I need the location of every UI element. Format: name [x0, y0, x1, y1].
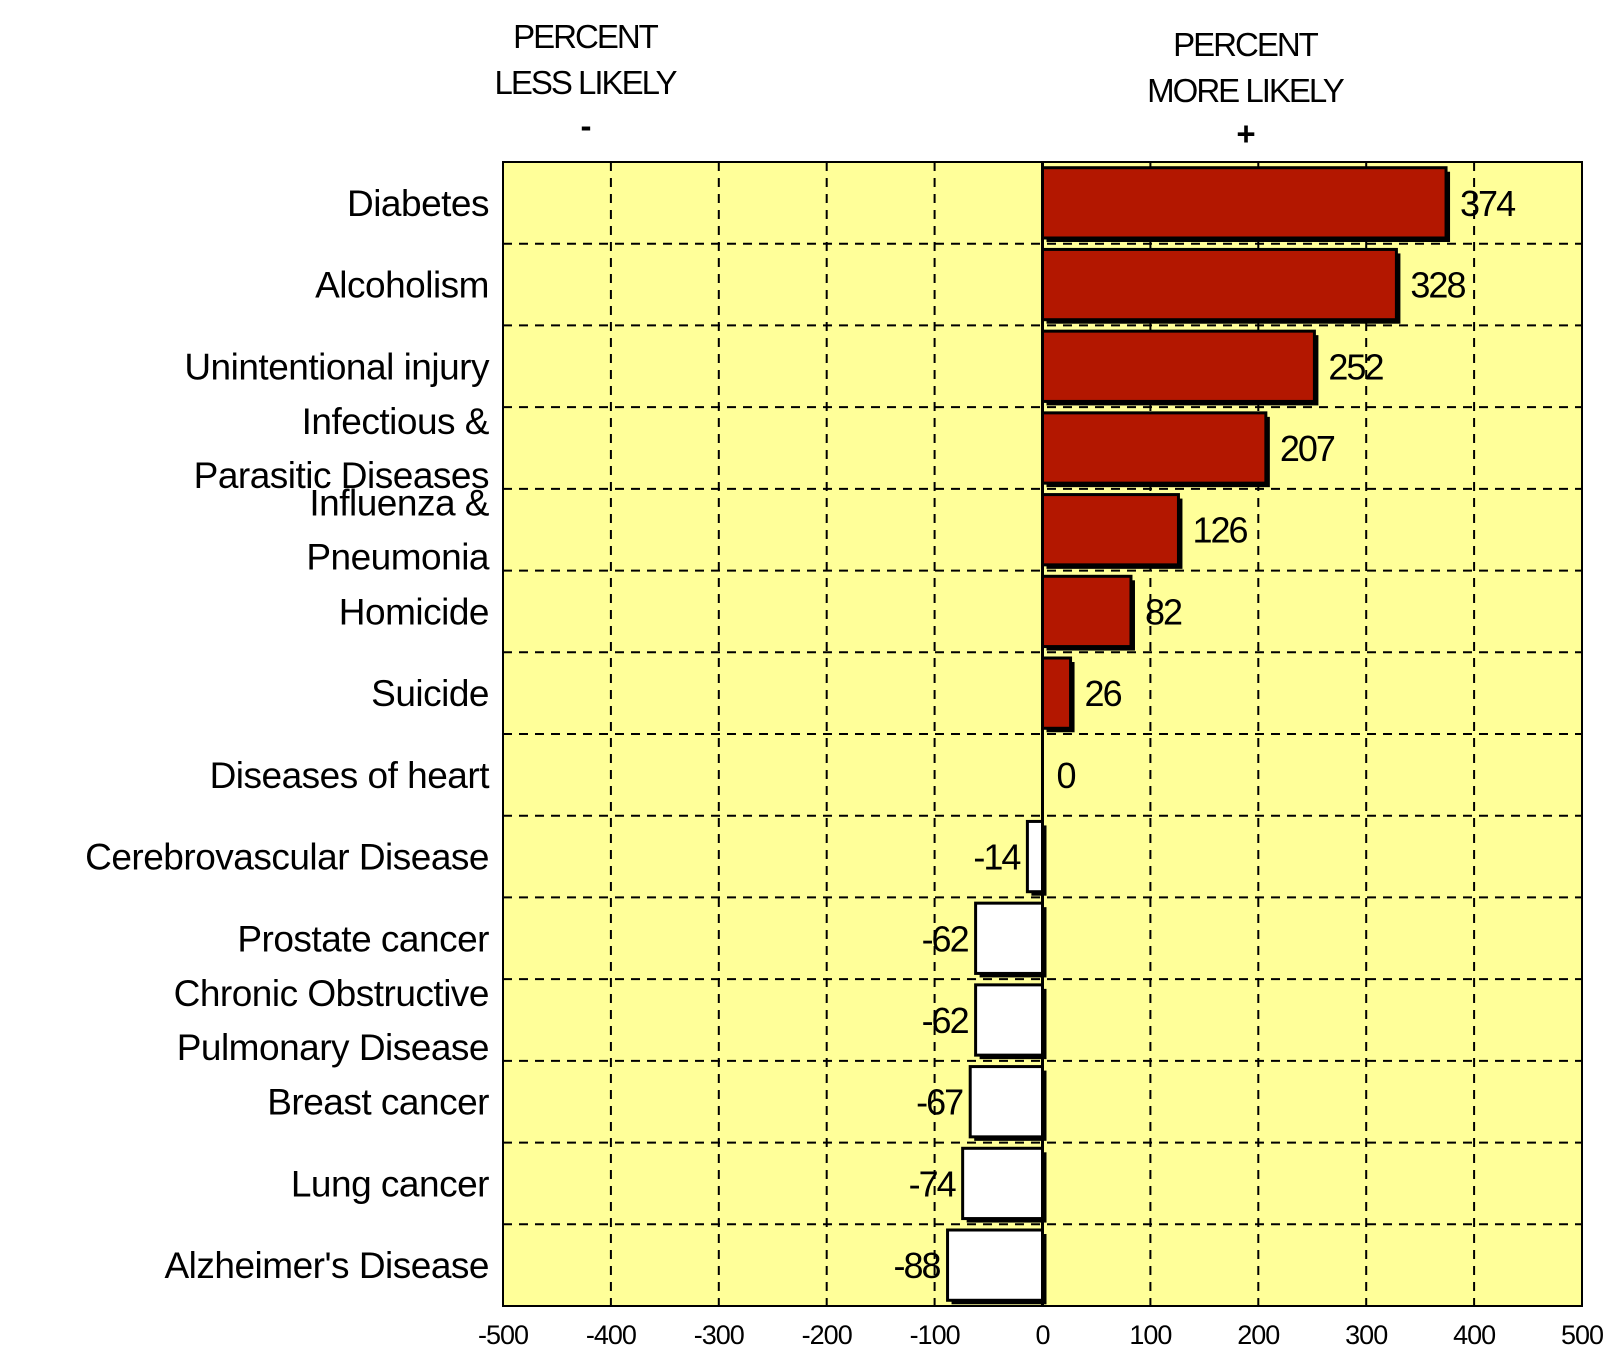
- bar: [1041, 574, 1133, 649]
- bar: [1041, 247, 1398, 322]
- value-label: -88: [894, 1245, 941, 1286]
- category-label: Influenza &: [309, 483, 489, 524]
- value-label: -62: [922, 1000, 969, 1041]
- category-labels: Diabetes Alcoholism Unintentional injury In…: [85, 183, 491, 1286]
- bar: [1041, 493, 1180, 567]
- bar: [1041, 166, 1448, 240]
- bar: [1041, 411, 1268, 485]
- header-less-likely: PERCENT LESS LIKELY -: [440, 14, 730, 146]
- header-less-likely-line2: LESS LIKELY: [494, 64, 677, 101]
- category-label: Infectious &: [302, 401, 490, 442]
- value-label: 26: [1085, 673, 1122, 714]
- x-tick-label: 500: [1561, 1320, 1603, 1350]
- value-label: -67: [916, 1082, 963, 1123]
- category-label: Lung cancer: [291, 1163, 489, 1204]
- grid-lines: [503, 162, 1582, 1306]
- minus-sign: -: [580, 107, 592, 144]
- value-label: -14: [973, 837, 1020, 878]
- category-label: Pneumonia: [306, 537, 490, 578]
- bar: [1041, 329, 1316, 403]
- bar: [974, 901, 1044, 975]
- bar: [968, 1065, 1044, 1139]
- category-label: Chronic Obstructive: [174, 973, 489, 1014]
- value-label: 82: [1145, 591, 1182, 632]
- x-tick-label: 200: [1237, 1320, 1279, 1350]
- x-tick-label: -400: [586, 1320, 636, 1350]
- value-label: -62: [922, 918, 969, 959]
- header-more-likely-line1: PERCENT: [1173, 26, 1319, 63]
- value-label: -74: [909, 1163, 956, 1204]
- bar: [961, 1146, 1044, 1221]
- category-label: Homicide: [339, 591, 489, 632]
- x-tick-labels: -500 -400 -300 -200 -100 0 100 200 300 400 500: [478, 1320, 1604, 1350]
- header-more-likely-line2: MORE LIKELY: [1147, 72, 1345, 109]
- value-label: 207: [1280, 428, 1335, 469]
- category-label: Diseases of heart: [210, 755, 491, 796]
- x-tick-label: 400: [1453, 1320, 1495, 1350]
- value-label: 374: [1460, 183, 1515, 224]
- category-label: Alzheimer's Disease: [164, 1245, 489, 1286]
- x-tick-label: -100: [910, 1320, 960, 1350]
- bars: [946, 162, 1451, 1306]
- category-label: Unintentional injury: [184, 346, 490, 387]
- category-label: Pulmonary Disease: [177, 1027, 489, 1068]
- bar: [946, 1228, 1044, 1302]
- x-tick-label: -300: [694, 1320, 744, 1350]
- header-less-likely-line1: PERCENT: [513, 18, 659, 55]
- category-label: Parasitic Diseases: [194, 455, 489, 496]
- value-label: 252: [1328, 346, 1383, 387]
- header-more-likely: PERCENT MORE LIKELY +: [1100, 22, 1390, 154]
- category-label: Suicide: [371, 673, 489, 714]
- value-label: 328: [1410, 265, 1465, 306]
- value-label: 0: [1057, 755, 1076, 796]
- x-tick-label: -500: [478, 1320, 528, 1350]
- category-label: Diabetes: [347, 183, 489, 224]
- x-tick-label: 300: [1345, 1320, 1387, 1350]
- category-label: Breast cancer: [267, 1082, 489, 1123]
- bar: [1025, 819, 1045, 894]
- category-label: Cerebrovascular Disease: [85, 837, 489, 878]
- x-tick-label: -200: [802, 1320, 852, 1350]
- category-label: Prostate cancer: [237, 918, 489, 959]
- category-label: Alcoholism: [315, 265, 489, 306]
- plus-sign: +: [1236, 115, 1255, 152]
- bar: [974, 983, 1044, 1057]
- x-tick-label: 100: [1129, 1320, 1171, 1350]
- value-label: 126: [1192, 510, 1247, 551]
- x-tick-label: 0: [1035, 1320, 1049, 1350]
- bar: [1041, 656, 1073, 730]
